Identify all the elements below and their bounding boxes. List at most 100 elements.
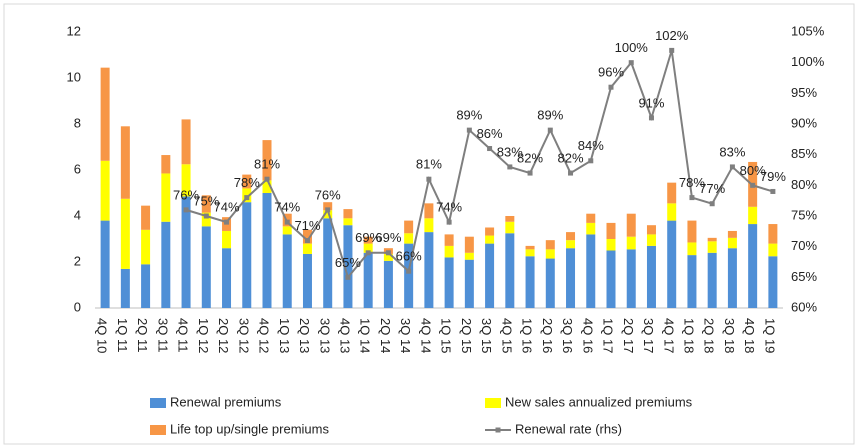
legend-label: New sales annualized premiums: [505, 394, 693, 409]
bar-segment: [727, 237, 737, 249]
y2-tick-label: 65%: [791, 269, 817, 284]
bar-segment: [282, 234, 292, 308]
bar-segment: [667, 182, 677, 204]
data-label: 89%: [456, 108, 482, 123]
data-label: 86%: [477, 126, 503, 141]
x-tick-label: 3Q 17: [641, 318, 656, 353]
x-tick-label: 2Q 14: [378, 318, 393, 353]
x-tick-label: 3Q 16: [560, 318, 575, 353]
bar-segment: [383, 260, 393, 308]
y2-tick-label: 80%: [791, 177, 817, 192]
bar-segment: [545, 249, 555, 259]
y-tick-label: 12: [67, 23, 81, 38]
data-label: 80%: [740, 163, 766, 178]
line-point: [608, 84, 614, 90]
data-label: 66%: [396, 249, 422, 264]
bar-segment: [262, 180, 272, 193]
bar-segment: [768, 243, 778, 257]
line-point: [203, 213, 209, 219]
line-point: [426, 176, 432, 182]
line-point: [547, 127, 553, 133]
bar-segment: [626, 249, 636, 308]
line-point: [729, 164, 735, 170]
data-label: 100%: [615, 40, 649, 55]
x-tick-label: 4Q 11: [176, 318, 191, 352]
data-label: 76%: [315, 187, 341, 202]
x-tick-label: 1Q 13: [277, 318, 292, 353]
y2-tick-label: 60%: [791, 299, 817, 314]
bar-segment: [464, 252, 474, 260]
bar-segment: [485, 235, 495, 244]
x-tick-label: 4Q 17: [661, 318, 676, 353]
x-tick-label: 1Q 18: [682, 318, 697, 353]
data-label: 82%: [517, 151, 543, 166]
x-tick-label: 3Q 18: [722, 318, 737, 353]
bar-segment: [505, 221, 515, 234]
data-label: 76%: [173, 187, 199, 202]
bar-segment: [464, 259, 474, 308]
data-label: 69%: [355, 230, 381, 245]
line-point: [628, 60, 634, 66]
line-point: [648, 115, 654, 121]
bar-segment: [302, 253, 312, 308]
x-tick-label: 4Q 15: [499, 318, 514, 353]
legend-swatch: [150, 398, 166, 408]
line-point: [527, 170, 533, 176]
line-point: [224, 219, 230, 225]
bar-segment: [424, 203, 434, 219]
bar-segment: [687, 255, 697, 308]
line-point: [709, 201, 715, 207]
data-label: 102%: [655, 28, 689, 43]
x-tick-label: 1Q 15: [439, 318, 454, 353]
bar-segment: [464, 236, 474, 253]
bar-segment: [707, 252, 717, 308]
line-point: [264, 176, 270, 182]
data-label: 82%: [558, 151, 584, 166]
bar-segment: [768, 256, 778, 308]
line-point: [487, 146, 493, 152]
bar-segment: [444, 234, 454, 246]
line-point: [568, 170, 574, 176]
bar-segment: [424, 218, 434, 233]
y-tick-label: 0: [74, 299, 81, 314]
bar-segment: [120, 126, 130, 199]
x-tick-label: 4Q 18: [742, 318, 757, 353]
line-point: [689, 195, 695, 201]
line-point: [446, 219, 452, 225]
bar-segment: [485, 243, 495, 308]
bar-segment: [444, 257, 454, 308]
data-label: 78%: [234, 175, 260, 190]
bar-segment: [100, 67, 110, 161]
bar-segment: [646, 234, 656, 246]
bar-segment: [586, 213, 596, 223]
line-point: [325, 207, 331, 213]
line-point: [669, 47, 675, 53]
bar-segment: [242, 174, 252, 189]
data-label: 96%: [598, 65, 624, 80]
bar-segment: [201, 195, 211, 213]
bar-segment: [262, 193, 272, 308]
bar-segment: [161, 173, 171, 222]
y-tick-label: 8: [74, 115, 81, 130]
bar-segment: [161, 155, 171, 174]
bar-segment: [404, 243, 414, 308]
bar-segment: [485, 227, 495, 236]
legend-swatch: [495, 427, 501, 433]
bar-segment: [181, 164, 191, 197]
bar-segment: [323, 218, 333, 308]
legend-label: Renewal premiums: [170, 394, 282, 409]
bar-segment: [100, 220, 110, 308]
line-series: [185, 50, 774, 280]
bar-segment: [606, 239, 616, 251]
data-label: 75%: [193, 193, 219, 208]
bar-segment: [545, 258, 555, 308]
y-tick-label: 6: [74, 161, 81, 176]
bar-segment: [606, 250, 616, 308]
data-label: 77%: [699, 181, 725, 196]
data-label: 84%: [578, 138, 604, 153]
bar-segment: [566, 248, 576, 308]
data-label: 89%: [537, 108, 563, 123]
x-tick-label: 3Q 14: [398, 318, 413, 353]
